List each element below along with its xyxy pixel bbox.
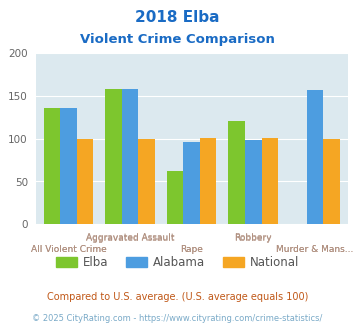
Text: Robbery: Robbery	[234, 233, 272, 242]
Bar	[184, 142, 200, 224]
Text: Violent Crime Comparison: Violent Crime Comparison	[80, 33, 275, 46]
Text: Compared to U.S. average. (U.S. average equals 100): Compared to U.S. average. (U.S. average …	[47, 292, 308, 302]
Bar	[262, 138, 278, 224]
Bar	[200, 138, 217, 224]
Bar	[77, 139, 93, 224]
Text: Robbery: Robbery	[234, 234, 272, 243]
Bar	[44, 108, 60, 224]
Text: All Violent Crime: All Violent Crime	[31, 245, 106, 254]
Text: Rape: Rape	[180, 245, 203, 254]
Text: Aggravated Assault: Aggravated Assault	[86, 233, 174, 242]
Text: Aggravated Assault: Aggravated Assault	[86, 234, 174, 243]
Text: © 2025 CityRating.com - https://www.cityrating.com/crime-statistics/: © 2025 CityRating.com - https://www.city…	[32, 314, 323, 323]
Bar	[245, 140, 262, 224]
Text: 2018 Elba: 2018 Elba	[135, 10, 220, 25]
Bar	[323, 139, 340, 224]
Legend: Elba, Alabama, National: Elba, Alabama, National	[51, 251, 304, 274]
Text: Murder & Mans...: Murder & Mans...	[276, 245, 354, 254]
Text: Rape: Rape	[180, 245, 203, 254]
Text: All Violent Crime: All Violent Crime	[31, 245, 106, 254]
Bar	[105, 89, 122, 224]
Bar	[229, 121, 245, 224]
Text: Murder & Mans...: Murder & Mans...	[276, 245, 354, 254]
Bar	[307, 90, 323, 224]
Bar	[138, 139, 155, 224]
Bar	[60, 108, 77, 224]
Bar	[122, 89, 138, 224]
Bar	[167, 171, 184, 224]
